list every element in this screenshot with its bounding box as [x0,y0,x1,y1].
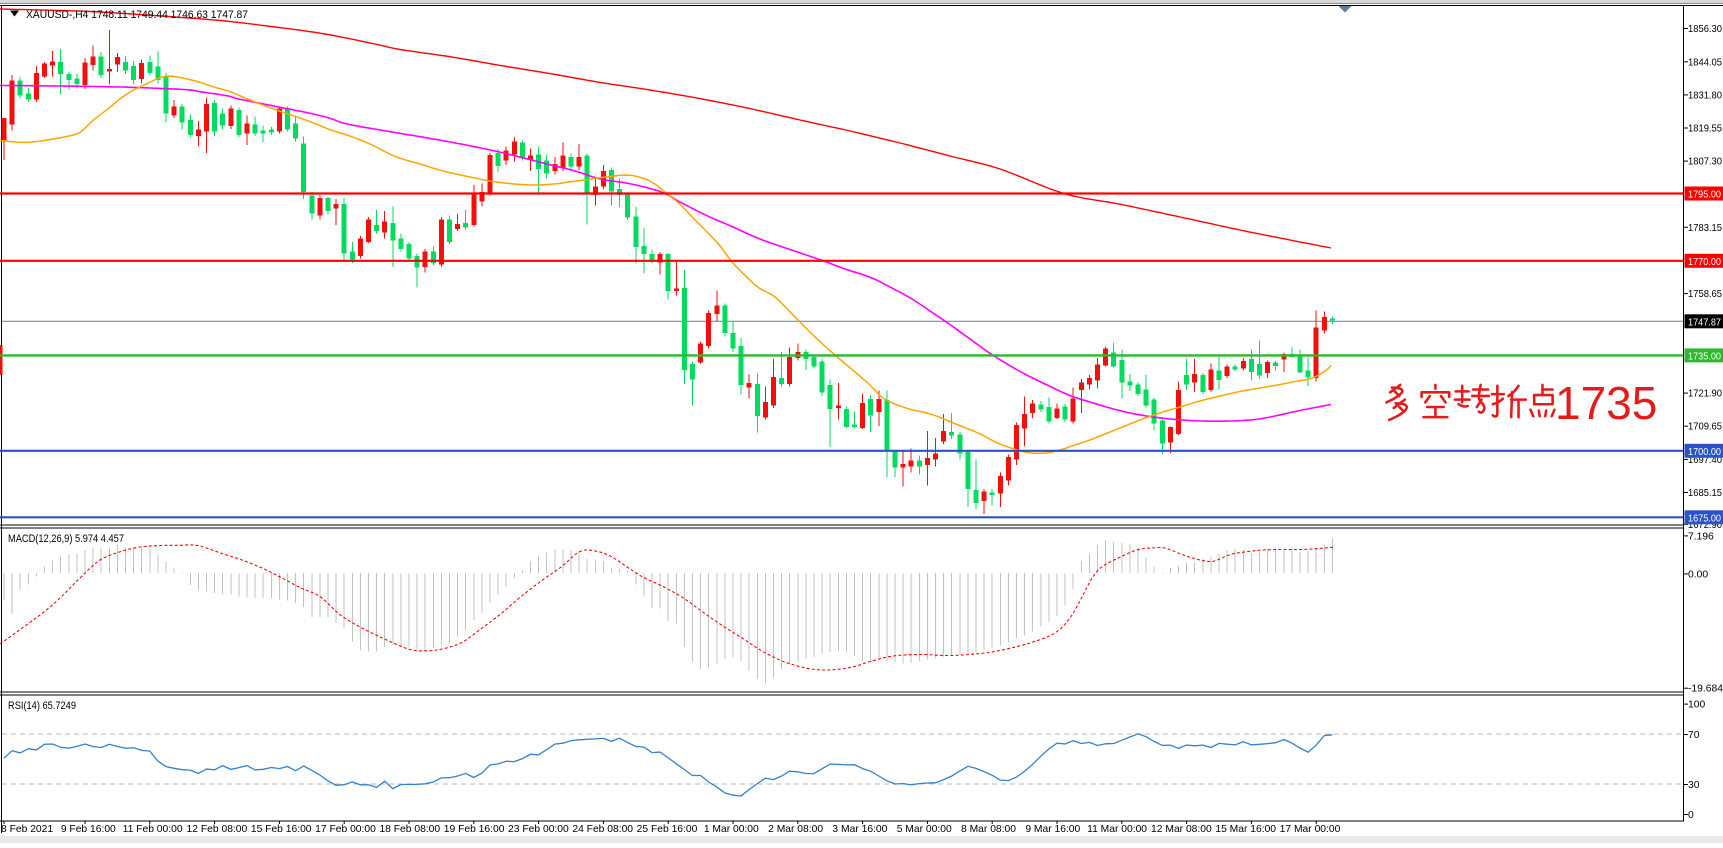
svg-text:1783.15: 1783.15 [1688,223,1722,234]
svg-text:-19.684: -19.684 [1688,684,1723,695]
svg-text:1747.87: 1747.87 [1688,317,1721,328]
svg-text:1758.65: 1758.65 [1688,289,1722,300]
svg-text:11 Mar 00:00: 11 Mar 00:00 [1087,824,1147,835]
svg-text:1675.00: 1675.00 [1688,513,1721,524]
svg-text:15 Mar 16:00: 15 Mar 16:00 [1215,824,1276,835]
svg-text:12 Feb 08:00: 12 Feb 08:00 [187,824,248,835]
svg-text:1844.05: 1844.05 [1688,57,1722,68]
svg-text:5 Mar 00:00: 5 Mar 00:00 [897,824,952,835]
svg-text:100: 100 [1688,700,1705,711]
svg-text:9 Mar 16:00: 9 Mar 16:00 [1025,824,1080,835]
svg-text:1709.65: 1709.65 [1688,422,1722,433]
svg-text:12 Mar 08:00: 12 Mar 08:00 [1151,824,1212,835]
svg-text:XAUUSD-,H4 1748.11 1749.44 17: XAUUSD-,H4 1748.11 1749.44 1746.63 1747.… [26,9,248,21]
svg-text:18 Feb 08:00: 18 Feb 08:00 [379,824,440,835]
svg-text:1807.30: 1807.30 [1688,157,1722,168]
svg-text:30: 30 [1688,780,1700,791]
svg-text:3 Mar 16:00: 3 Mar 16:00 [832,824,887,835]
svg-text:70: 70 [1688,730,1700,741]
svg-text:25 Feb 16:00: 25 Feb 16:00 [637,824,698,835]
svg-text:1721.90: 1721.90 [1688,389,1722,400]
svg-text:11 Feb 00:00: 11 Feb 00:00 [123,824,183,835]
svg-text:1735.00: 1735.00 [1688,351,1721,362]
svg-text:8 Mar 08:00: 8 Mar 08:00 [961,824,1016,835]
svg-text:1 Mar 00:00: 1 Mar 00:00 [704,824,759,835]
svg-text:1685.15: 1685.15 [1688,488,1722,499]
svg-text:MACD(12,26,9) 5.974 4.457: MACD(12,26,9) 5.974 4.457 [8,533,124,545]
svg-text:1819.55: 1819.55 [1688,124,1722,135]
svg-text:15 Feb 16:00: 15 Feb 16:00 [251,824,312,835]
svg-text:2 Mar 08:00: 2 Mar 08:00 [768,824,823,835]
svg-text:7.196: 7.196 [1688,531,1714,542]
svg-text:8 Feb 2021: 8 Feb 2021 [1,824,53,835]
svg-text:1831.80: 1831.80 [1688,90,1722,101]
svg-text:24 Feb 08:00: 24 Feb 08:00 [572,824,633,835]
svg-text:17 Mar 00:00: 17 Mar 00:00 [1280,824,1341,835]
svg-text:1770.00: 1770.00 [1688,257,1721,268]
svg-text:1795.00: 1795.00 [1688,190,1721,201]
svg-text:19 Feb 16:00: 19 Feb 16:00 [444,824,505,835]
svg-text:17 Feb 00:00: 17 Feb 00:00 [315,824,376,835]
svg-text:1700.00: 1700.00 [1688,447,1721,458]
svg-text:0.00: 0.00 [1688,569,1708,580]
svg-text:1856.30: 1856.30 [1688,24,1722,35]
svg-text:RSI(14) 65.7249: RSI(14) 65.7249 [8,700,76,712]
svg-text:1735: 1735 [1555,377,1657,429]
svg-text:0: 0 [1688,810,1694,821]
svg-text:9 Feb 16:00: 9 Feb 16:00 [61,824,116,835]
svg-text:23 Feb 00:00: 23 Feb 00:00 [508,824,569,835]
